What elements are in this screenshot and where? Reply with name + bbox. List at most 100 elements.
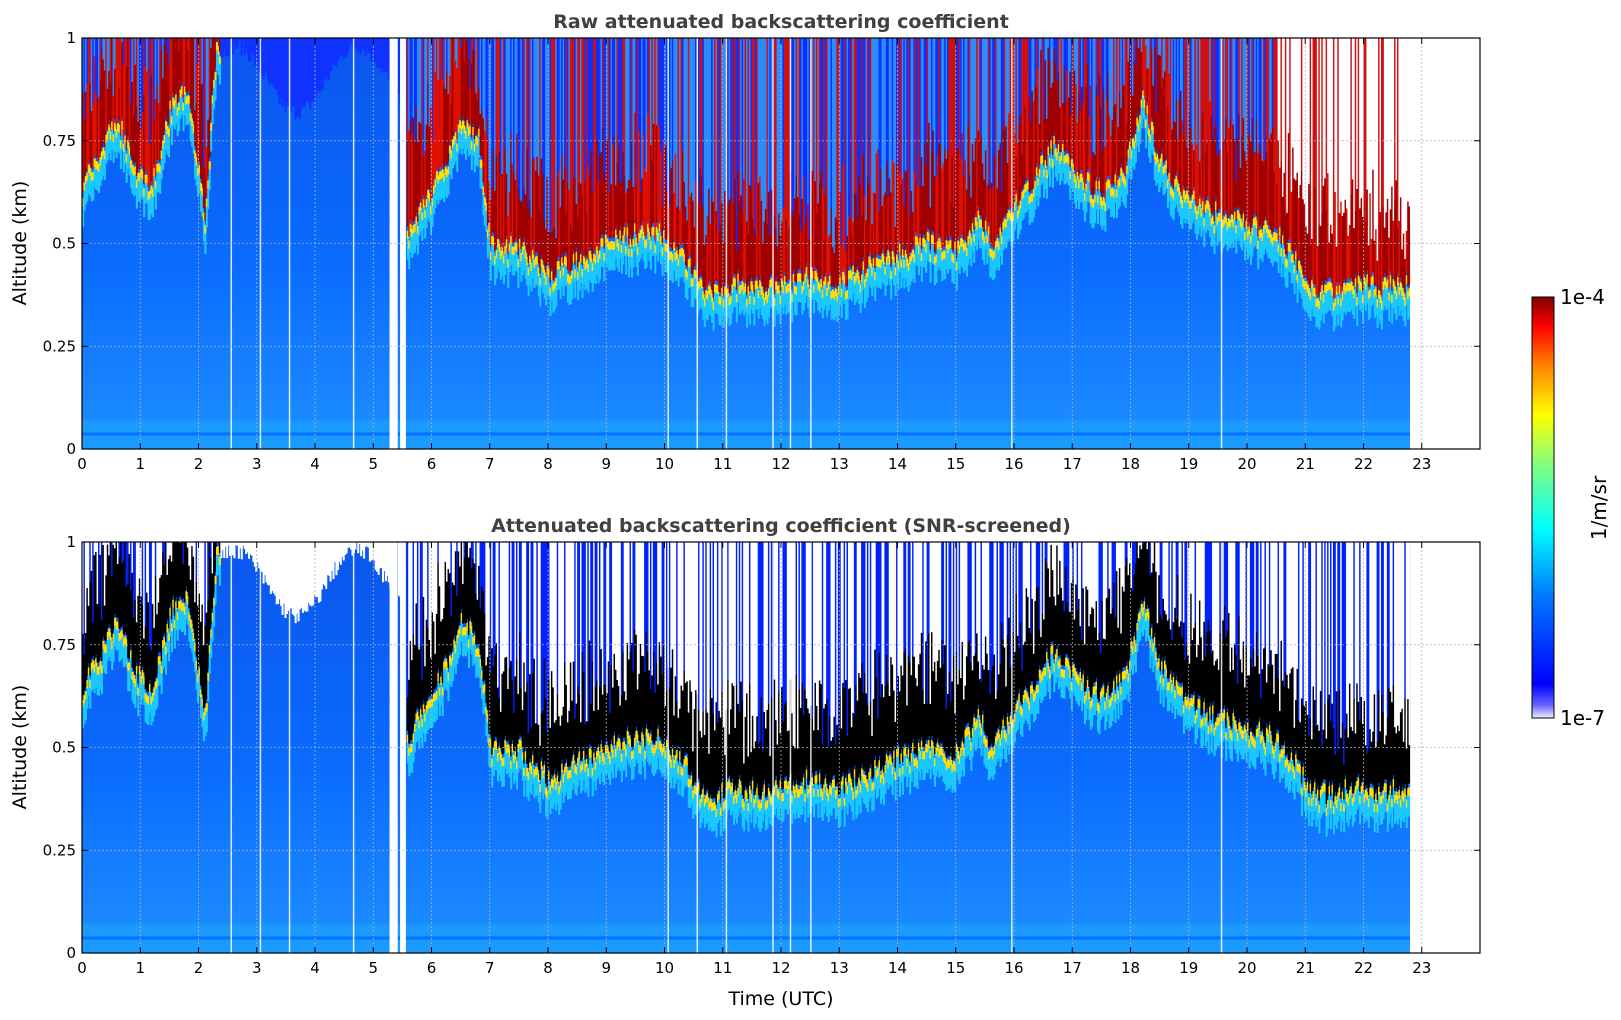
cloud-transition-column	[818, 283, 821, 293]
cloud-transition-column	[105, 134, 108, 144]
above-cloud-column	[684, 38, 687, 207]
cloud-transition-column	[492, 237, 495, 246]
cloud-transition-column	[1379, 294, 1382, 304]
above-cloud-column	[515, 38, 519, 134]
cloud-transition-column	[485, 202, 488, 212]
cloud-edge-column	[140, 684, 143, 705]
cloud-transition-column	[1166, 179, 1169, 188]
aerosol-top-column	[348, 38, 351, 47]
above-cloud-column	[706, 542, 709, 713]
cloud-transition-column	[475, 136, 478, 145]
cloud-transition-column	[840, 288, 843, 298]
aerosol-top-column	[349, 542, 353, 550]
cloud-edge-column	[406, 742, 409, 764]
above-cloud-column	[625, 38, 628, 193]
cloud-core-column	[1086, 63, 1089, 169]
cloud-core-column	[814, 181, 817, 267]
aerosol-top-column	[347, 38, 350, 53]
cloud-edge-column	[501, 255, 504, 277]
above-cloud-column	[693, 38, 696, 228]
cloud-transition-column	[754, 794, 757, 804]
above-cloud-column	[163, 542, 166, 565]
cloud-edge-column	[741, 807, 744, 828]
cloud-core-column	[971, 144, 974, 220]
cloud-transition-column	[1265, 224, 1268, 233]
cloud-transition-column	[167, 128, 170, 137]
cloud-edge-column	[900, 267, 903, 289]
cloud-transition-column	[802, 281, 805, 290]
cloud-transition-column	[1057, 144, 1060, 153]
cloud-core-column	[1347, 235, 1350, 279]
cloud-core-column	[1025, 144, 1028, 180]
cloud-edge-column	[1153, 159, 1156, 181]
above-cloud-column	[159, 38, 162, 111]
cloud-transition-column	[169, 607, 172, 617]
cloud-edge-column	[201, 706, 204, 728]
aerosol-top-column	[256, 38, 259, 61]
cloud-edge-column	[770, 805, 773, 826]
aerosol-top-column	[227, 542, 230, 546]
cloud-edge-column	[746, 801, 749, 822]
cloud-transition-column	[1143, 99, 1146, 108]
cloud-edge-column	[548, 276, 551, 298]
cloud-transition-column	[644, 750, 647, 759]
above-cloud-column	[428, 542, 431, 641]
cloud-edge-column	[760, 294, 763, 316]
above-cloud-column	[820, 542, 823, 685]
aerosol-top-column	[252, 38, 255, 56]
cloud-edge-column	[1092, 207, 1095, 229]
above-cloud-column	[1015, 38, 1018, 158]
above-cloud-column	[795, 542, 798, 676]
above-cloud-column	[128, 542, 131, 555]
cloud-transition-column	[140, 675, 143, 685]
above-cloud-column	[422, 38, 425, 157]
above-cloud-column	[124, 38, 127, 62]
cloud-core-column	[727, 679, 730, 778]
cloud-transition-column	[207, 672, 210, 681]
cloud-transition-column	[1388, 292, 1391, 301]
cloud-edge-column	[466, 630, 469, 652]
above-cloud-column	[601, 38, 604, 129]
cloud-transition-column	[425, 704, 428, 714]
cloud-core-column	[520, 200, 523, 249]
above-cloud-column	[150, 542, 153, 651]
cloud-edge-column	[980, 227, 983, 249]
cloud-transition-column	[163, 134, 166, 144]
cloud-edge-column	[128, 154, 131, 176]
above-cloud-column	[93, 542, 96, 556]
above-cloud-column	[553, 38, 556, 228]
cloud-transition-column	[479, 658, 482, 668]
cloud-transition-column	[1209, 208, 1212, 217]
cloud-core-column	[1353, 228, 1356, 286]
cloud-core-column	[829, 234, 832, 272]
above-cloud-column	[644, 542, 647, 672]
above-cloud-column	[903, 38, 906, 206]
cloud-transition-column	[178, 102, 181, 111]
cloud-transition-column	[499, 251, 502, 260]
above-cloud-column	[1161, 38, 1164, 88]
cloud-edge-column	[1114, 182, 1117, 204]
cloud-transition-column	[893, 256, 896, 265]
cloud-transition-column	[804, 793, 807, 802]
above-cloud-column	[451, 542, 454, 583]
cloud-edge-column	[913, 262, 916, 283]
above-cloud-column	[514, 38, 517, 180]
above-cloud-column	[607, 38, 610, 161]
cloud-edge-column	[664, 758, 667, 779]
cloud-core-column	[1373, 240, 1376, 286]
cloud-transition-column	[191, 623, 194, 632]
above-cloud-column	[900, 38, 903, 184]
cloud-core-column	[670, 667, 673, 756]
above-cloud-column	[590, 38, 593, 150]
cloud-transition-column	[185, 96, 188, 105]
cloud-core-column	[1162, 77, 1165, 163]
cloud-edge-column	[995, 249, 998, 270]
cloud-transition-column	[1156, 154, 1159, 163]
cloud-transition-column	[651, 744, 654, 753]
above-cloud-column	[668, 542, 671, 688]
cloud-core-column	[83, 121, 86, 179]
above-cloud-column	[138, 38, 141, 95]
cloud-core-column	[531, 673, 535, 752]
cloud-core-column	[1175, 98, 1178, 173]
cloud-core-column	[1376, 260, 1379, 296]
